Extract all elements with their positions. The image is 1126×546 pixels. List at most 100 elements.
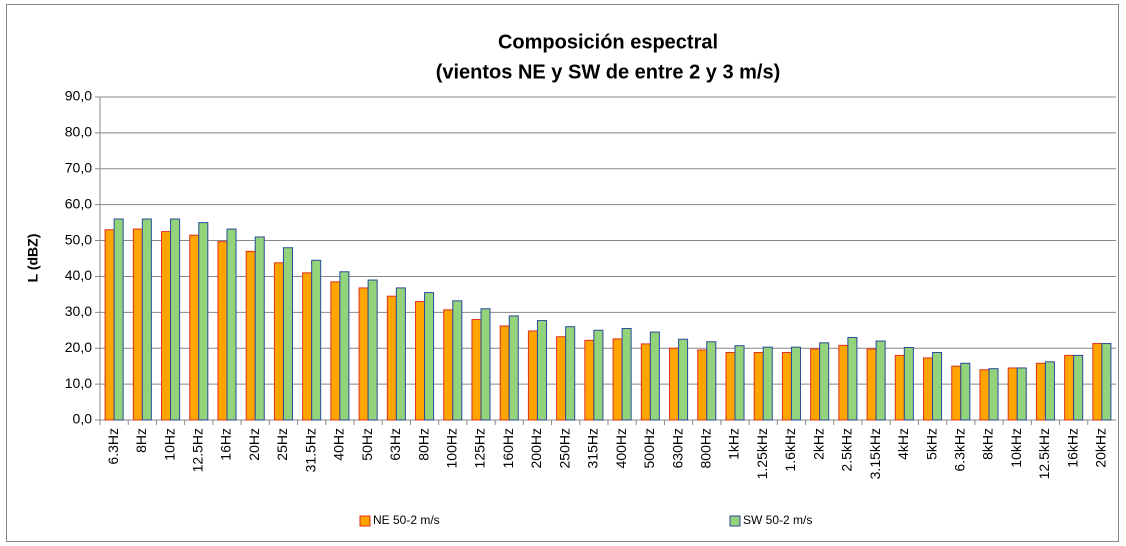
bar	[536, 320, 547, 421]
bar	[725, 352, 736, 421]
x-tick-label: 8kHz	[980, 428, 996, 460]
x-tick-label: 250Hz	[556, 428, 572, 468]
x-tick-label: 10kHz	[1008, 428, 1024, 468]
x-tick-label: 16Hz	[218, 428, 234, 461]
x-tick-label: 6.3kHz	[951, 428, 967, 472]
bar	[556, 336, 567, 421]
bar	[762, 346, 773, 421]
legend-swatch	[359, 515, 371, 527]
x-tick-label: 1.25kHz	[754, 428, 770, 479]
x-tick-label: 40Hz	[331, 428, 347, 461]
bar	[923, 357, 934, 421]
x-tick-label: 400Hz	[613, 428, 629, 468]
x-tick-label: 25Hz	[274, 428, 290, 461]
x-tick-label: 10Hz	[161, 428, 177, 461]
bar	[810, 348, 821, 421]
bar	[141, 218, 152, 421]
x-tick-label: 5kHz	[923, 428, 939, 460]
bar	[527, 330, 538, 421]
bar	[734, 345, 745, 421]
bar	[113, 218, 124, 421]
x-tick-label: 63Hz	[387, 428, 403, 461]
x-tick-label: 1.6kHz	[782, 428, 798, 472]
x-tick-label: 200Hz	[528, 428, 544, 468]
x-tick-label: 160Hz	[500, 428, 516, 468]
y-tick-label: 60,0	[65, 195, 92, 211]
bar	[161, 231, 172, 421]
bar	[847, 336, 858, 421]
x-tick-label: 31.5Hz	[302, 428, 318, 472]
x-tick-label: 12.5kHz	[1036, 428, 1052, 479]
bar	[170, 218, 181, 421]
bar	[1044, 361, 1055, 421]
bar	[339, 271, 350, 421]
y-tick-label: 30,0	[65, 303, 92, 319]
y-tick-label: 70,0	[65, 159, 92, 175]
y-tick-label: 40,0	[65, 267, 92, 283]
bar	[669, 347, 680, 421]
x-tick-label: 100Hz	[443, 428, 459, 468]
x-tick-label: 2kHz	[810, 428, 826, 460]
bar	[198, 222, 209, 421]
x-tick-label: 800Hz	[697, 428, 713, 468]
bar	[640, 343, 651, 421]
x-tick-label: 50Hz	[359, 428, 375, 461]
bar	[104, 229, 115, 421]
x-tick-label: 1kHz	[726, 428, 742, 460]
y-tick-label: 50,0	[65, 231, 92, 247]
bar	[282, 247, 293, 421]
bar	[706, 341, 717, 421]
x-tick-label: 125Hz	[472, 428, 488, 468]
x-tick-label: 315Hz	[585, 428, 601, 468]
bar	[1064, 354, 1075, 421]
x-tick-label: 630Hz	[669, 428, 685, 468]
bar	[386, 295, 397, 421]
bar	[452, 300, 463, 421]
y-tick-label: 80,0	[65, 124, 92, 140]
bar	[302, 272, 313, 421]
bar	[819, 342, 830, 421]
bar	[697, 349, 708, 421]
bar	[875, 340, 886, 421]
y-axis-label: L (dBZ)	[25, 234, 41, 283]
bar	[781, 352, 792, 421]
bar	[584, 339, 595, 421]
x-tick-label: 20Hz	[246, 428, 262, 461]
bar	[894, 354, 905, 421]
bar	[621, 327, 632, 421]
bar	[254, 236, 265, 421]
bar	[1035, 362, 1046, 421]
bar	[988, 368, 999, 421]
bar	[480, 308, 491, 421]
x-tick-label: 16kHz	[1064, 428, 1080, 468]
bar	[649, 331, 660, 421]
bar	[443, 309, 454, 421]
bar	[189, 234, 200, 421]
bar	[1092, 343, 1103, 421]
bar	[471, 319, 482, 421]
bar	[358, 287, 369, 421]
bar	[245, 250, 256, 421]
x-tick-label: 3.15kHz	[867, 428, 883, 479]
bar	[565, 326, 576, 421]
legend-swatch	[729, 515, 741, 527]
bar	[838, 344, 849, 421]
x-tick-label: 80Hz	[415, 428, 431, 461]
bar	[1101, 343, 1112, 421]
y-tick-label: 90,0	[65, 88, 92, 104]
bar	[499, 325, 510, 421]
x-tick-label: 12.5Hz	[189, 428, 205, 472]
bar	[132, 228, 143, 421]
bar	[612, 338, 623, 421]
bar	[217, 241, 228, 421]
bar	[311, 259, 322, 421]
bar	[330, 281, 341, 421]
bar	[951, 365, 962, 421]
x-tick-label: 4kHz	[895, 428, 911, 460]
y-tick-label: 0,0	[73, 411, 93, 427]
legend-label: NE 50-2 m/s	[373, 513, 440, 527]
bar	[424, 292, 435, 421]
bar	[1007, 367, 1018, 421]
chart-subtitle: (vientos NE y SW de entre 2 y 3 m/s)	[436, 61, 781, 83]
